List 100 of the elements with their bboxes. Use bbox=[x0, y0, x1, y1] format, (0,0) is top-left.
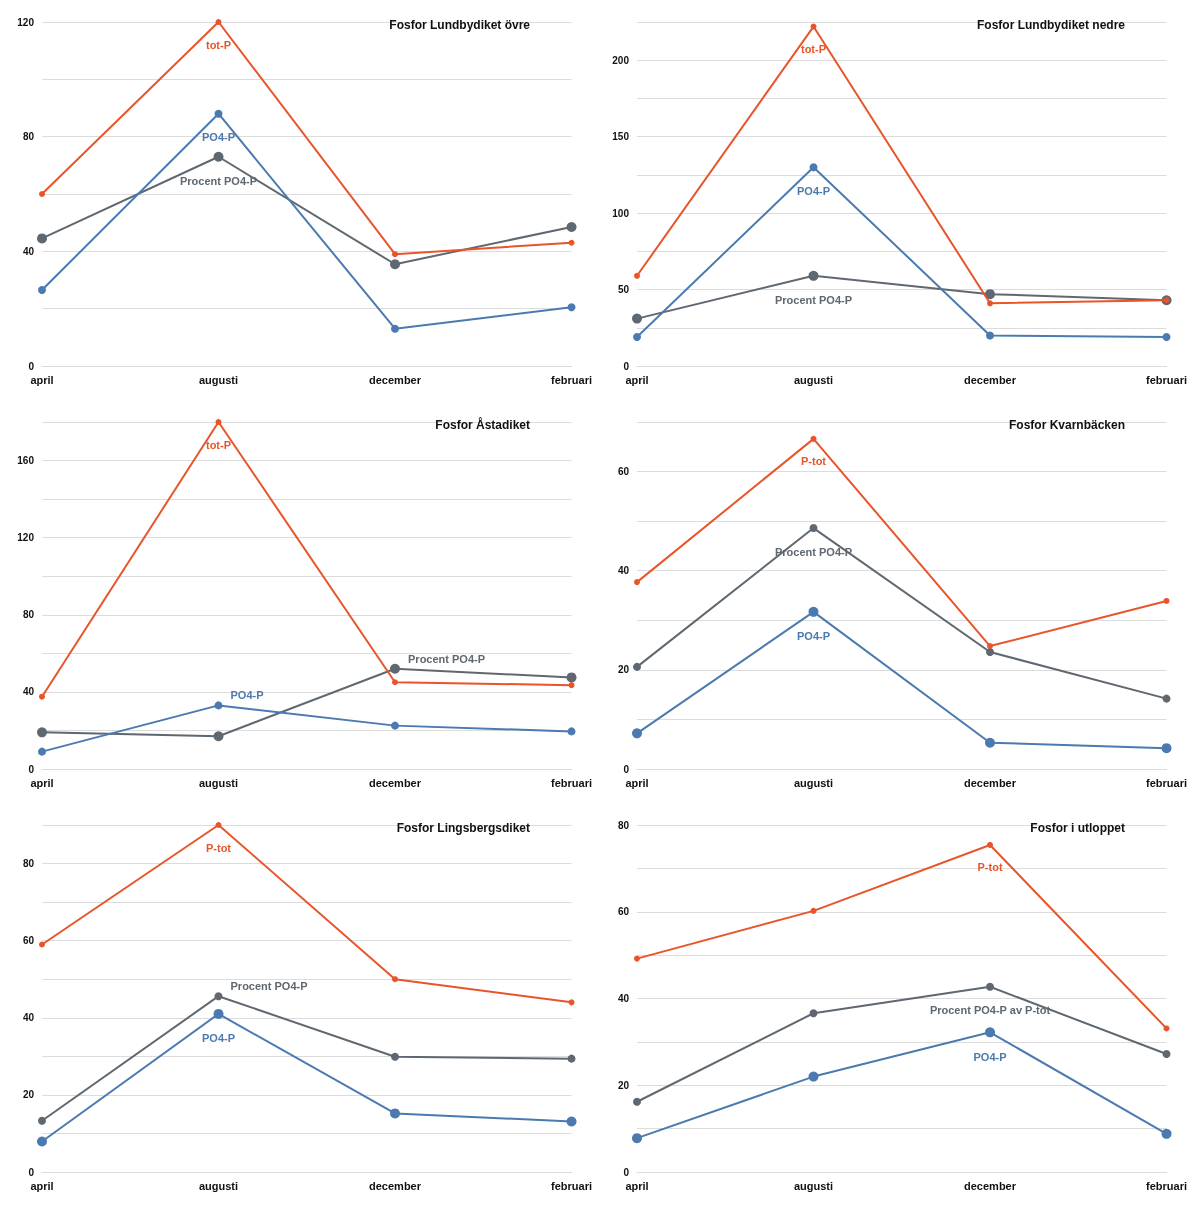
point bbox=[37, 727, 47, 738]
point bbox=[215, 19, 222, 25]
x-tick-label: april bbox=[625, 1179, 649, 1192]
y-tick-label: 0 bbox=[28, 360, 35, 372]
point bbox=[1162, 332, 1171, 341]
point bbox=[38, 286, 46, 295]
point bbox=[632, 1133, 642, 1144]
series-label: Procent PO4-P av P-tot bbox=[929, 1004, 1051, 1017]
y-tick-label: 60 bbox=[22, 935, 35, 947]
series-label: PO4-P bbox=[973, 1050, 1007, 1063]
x-tick-label: augusti bbox=[198, 1179, 239, 1192]
point bbox=[986, 648, 995, 657]
point bbox=[39, 693, 45, 700]
series-label: tot-P bbox=[800, 43, 827, 56]
point bbox=[810, 23, 817, 30]
x-tick-label: april bbox=[30, 1179, 54, 1192]
point bbox=[39, 191, 45, 197]
point bbox=[566, 1116, 577, 1127]
y-tick-label: 0 bbox=[28, 1166, 35, 1178]
point bbox=[213, 731, 224, 742]
point bbox=[808, 606, 819, 617]
point bbox=[391, 721, 400, 730]
point bbox=[568, 239, 575, 246]
point bbox=[632, 728, 642, 739]
x-tick-label: december bbox=[964, 776, 1017, 789]
point bbox=[809, 1009, 818, 1018]
chart-title: Fosfor Lingsbergsdiket bbox=[396, 821, 531, 835]
point bbox=[567, 1054, 576, 1063]
point bbox=[808, 270, 819, 281]
x-tick-label: februari bbox=[551, 1179, 593, 1192]
chart-title: Fosfor Lundbydiket nedre bbox=[976, 18, 1126, 32]
y-tick-label: 40 bbox=[22, 686, 35, 698]
x-tick-label: februari bbox=[1146, 373, 1188, 386]
y-tick-label: 60 bbox=[617, 466, 630, 478]
point bbox=[1162, 1050, 1171, 1059]
point bbox=[986, 331, 995, 340]
point bbox=[391, 1052, 400, 1061]
point bbox=[985, 737, 996, 748]
point bbox=[390, 663, 401, 674]
point bbox=[213, 1008, 224, 1019]
point bbox=[633, 332, 641, 341]
point bbox=[809, 163, 818, 172]
point bbox=[567, 727, 576, 736]
point bbox=[986, 982, 995, 991]
y-tick-label: 20 bbox=[617, 664, 630, 676]
point bbox=[632, 313, 642, 324]
y-tick-label: 0 bbox=[623, 1166, 630, 1178]
x-tick-label: december bbox=[964, 1179, 1017, 1192]
point bbox=[985, 1027, 996, 1038]
series-label: Procent PO4-P bbox=[230, 980, 308, 993]
point bbox=[633, 662, 641, 671]
point bbox=[634, 955, 640, 962]
y-tick-label: 80 bbox=[617, 819, 630, 831]
x-tick-label: februari bbox=[1146, 776, 1188, 789]
series-label: PO4-P bbox=[202, 1032, 236, 1045]
series-label: PO4-P bbox=[202, 131, 236, 144]
point bbox=[215, 822, 222, 828]
point bbox=[38, 747, 46, 756]
y-tick-label: 0 bbox=[623, 360, 630, 372]
series-label: Procent PO4-P bbox=[179, 175, 258, 188]
point bbox=[1162, 694, 1171, 703]
point bbox=[392, 976, 399, 983]
point bbox=[566, 672, 577, 683]
series-label: tot-P bbox=[205, 38, 232, 51]
point bbox=[37, 233, 47, 244]
point bbox=[214, 701, 223, 710]
point bbox=[214, 109, 223, 118]
series-label: Procent PO4-P bbox=[774, 294, 853, 307]
chart-title: Fosfor Kvarnbäcken bbox=[1008, 418, 1126, 432]
y-tick-label: 20 bbox=[617, 1079, 630, 1091]
y-tick-label: 200 bbox=[612, 54, 630, 66]
y-tick-label: 100 bbox=[612, 207, 630, 219]
point bbox=[214, 992, 223, 1001]
x-tick-label: augusti bbox=[198, 373, 239, 386]
y-tick-label: 150 bbox=[612, 131, 630, 143]
point bbox=[808, 1071, 819, 1082]
point bbox=[987, 643, 994, 650]
point bbox=[567, 303, 576, 312]
point bbox=[39, 941, 45, 948]
y-tick-label: 20 bbox=[22, 1089, 35, 1101]
point bbox=[985, 289, 996, 300]
x-tick-label: december bbox=[369, 373, 422, 386]
series-label: P-tot bbox=[800, 455, 827, 468]
y-tick-label: 40 bbox=[22, 1012, 35, 1024]
point bbox=[1163, 1025, 1170, 1032]
point bbox=[810, 435, 817, 442]
x-tick-label: augusti bbox=[198, 776, 239, 789]
point bbox=[1161, 743, 1172, 754]
point bbox=[213, 151, 224, 162]
point bbox=[390, 259, 401, 270]
x-tick-label: februari bbox=[551, 776, 593, 789]
series-label: PO4-P bbox=[230, 689, 264, 702]
point bbox=[809, 524, 818, 533]
x-tick-label: februari bbox=[551, 373, 593, 386]
point bbox=[215, 419, 222, 425]
x-tick-label: augusti bbox=[793, 776, 834, 789]
y-tick-label: 40 bbox=[617, 993, 630, 1004]
chart-title: Fosfor i utloppet bbox=[1030, 821, 1125, 835]
series-label: Procent PO4-P bbox=[408, 652, 486, 665]
x-tick-label: februari bbox=[1146, 1179, 1188, 1192]
